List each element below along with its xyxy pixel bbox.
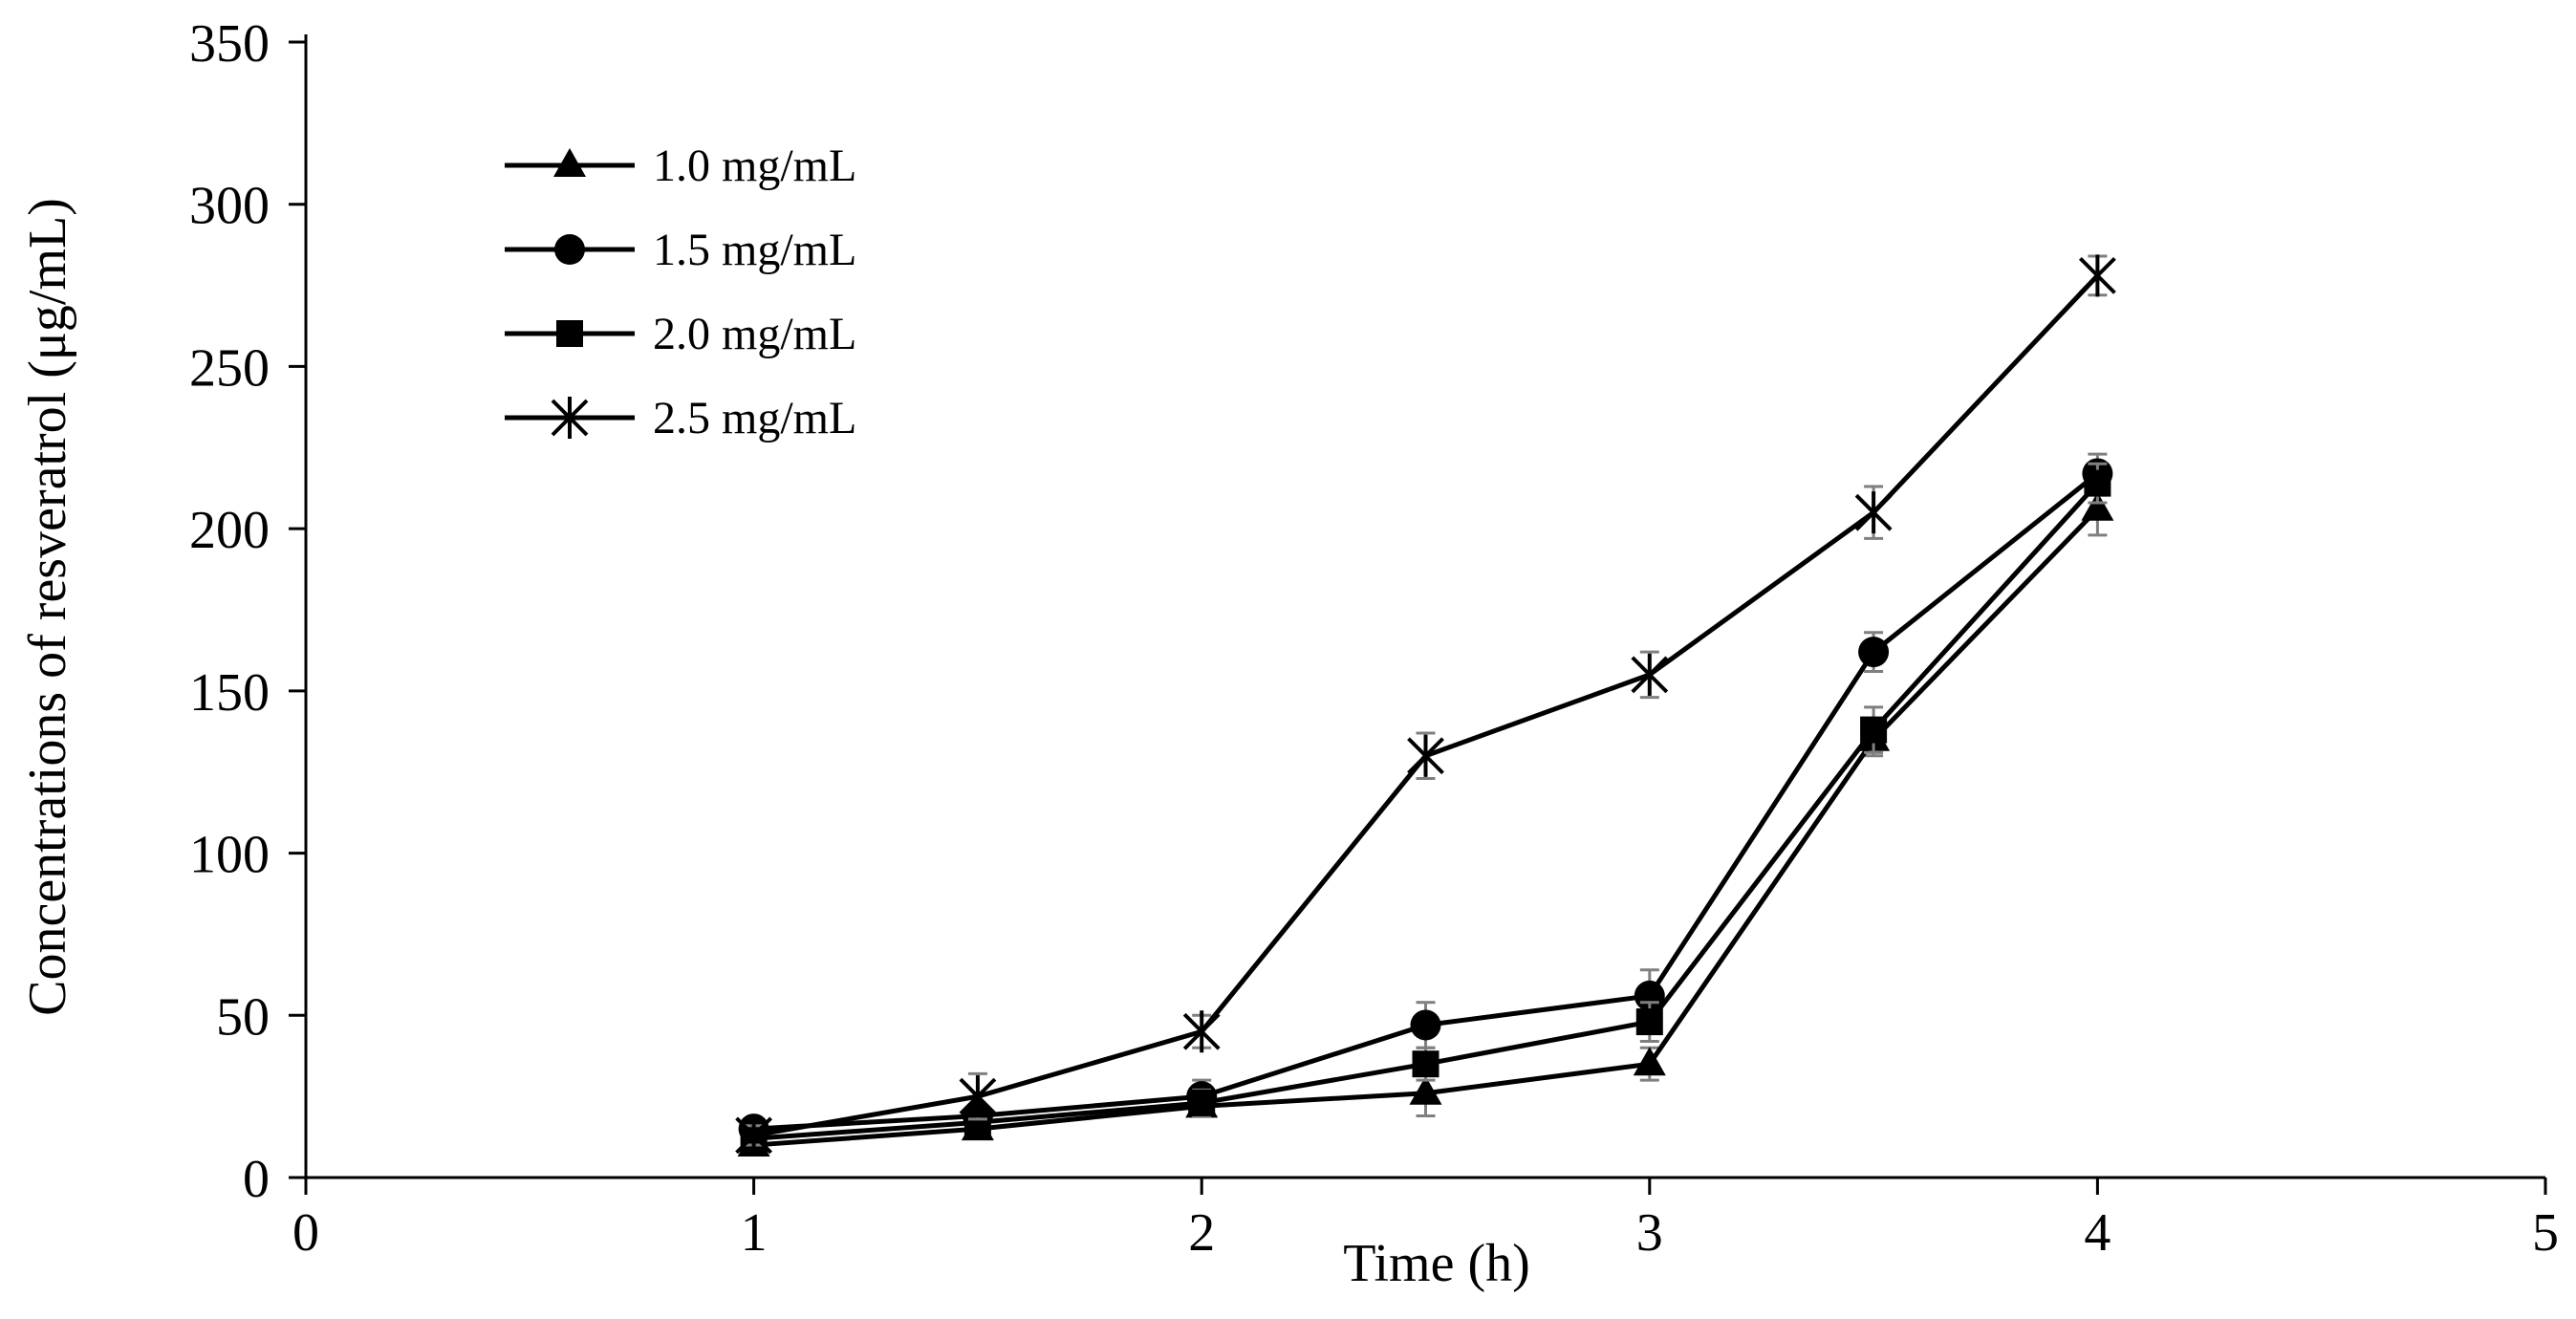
data-point: [2081, 491, 2114, 521]
legend-label: 1.5 mg/mL: [653, 225, 856, 275]
legend-marker: [556, 320, 583, 347]
data-point: [1633, 1047, 1666, 1076]
y-tick-label: 0: [243, 1150, 270, 1209]
y-tick-label: 150: [189, 663, 270, 723]
data-point: [1860, 716, 1888, 744]
y-tick-label: 350: [189, 14, 270, 74]
series-2-0-mg-ml: [740, 462, 2111, 1153]
data-point: [1409, 1075, 1442, 1105]
series-2-5-mg-ml: [735, 254, 2116, 1157]
y-tick-label: 200: [189, 501, 270, 560]
x-tick-label: 5: [2532, 1203, 2559, 1263]
y-axis-title: Concentrations of resveratrol (μg/mL): [18, 198, 77, 1016]
y-tick-label: 300: [189, 177, 270, 236]
legend-label: 2.5 mg/mL: [653, 393, 856, 443]
data-point: [1188, 1089, 1216, 1116]
y-tick-label: 50: [216, 987, 270, 1047]
axes: 0 50 100 150 200 250 300 350 0 1 2 3 4 5: [189, 14, 2559, 1263]
y-tick-label: 100: [189, 826, 270, 885]
data-point: [1407, 734, 1444, 777]
x-tick-label: 1: [741, 1203, 768, 1263]
data-point: [1635, 1008, 1663, 1036]
legend-label: 1.0 mg/mL: [653, 141, 856, 191]
data-point: [1412, 1050, 1440, 1078]
series-1-5-mg-ml: [738, 452, 2113, 1145]
data-point: [735, 1114, 773, 1157]
legend-marker: [554, 234, 585, 265]
legend-marker: [553, 148, 586, 177]
data-point: [1410, 1009, 1441, 1041]
series-layer: [735, 254, 2116, 1157]
legend-item: 2.5 mg/mL: [505, 393, 856, 443]
legend-item: 2.0 mg/mL: [505, 309, 856, 359]
data-point: [1858, 637, 1890, 668]
legend-marker: [551, 397, 589, 439]
data-point: [2078, 254, 2116, 297]
x-tick-label: 2: [1188, 1203, 1215, 1263]
legend-item: 1.0 mg/mL: [505, 141, 856, 191]
data-point: [1854, 491, 1893, 534]
legend-item: 1.5 mg/mL: [505, 225, 856, 275]
legend: 1.0 mg/mL 1.5 mg/mL 2.0 mg/mL 2.5 mg/mL: [505, 141, 856, 443]
data-point: [1182, 1010, 1221, 1053]
x-tick-label: 4: [2084, 1203, 2111, 1263]
data-point: [959, 1075, 997, 1118]
legend-label: 2.0 mg/mL: [653, 309, 856, 359]
data-point: [2084, 469, 2111, 497]
x-axis-title: Time (h): [1343, 1234, 1530, 1293]
x-tick-label: 0: [292, 1203, 319, 1263]
y-tick-label: 250: [189, 338, 270, 398]
x-tick-label: 3: [1636, 1203, 1663, 1263]
data-point: [1631, 653, 1669, 696]
